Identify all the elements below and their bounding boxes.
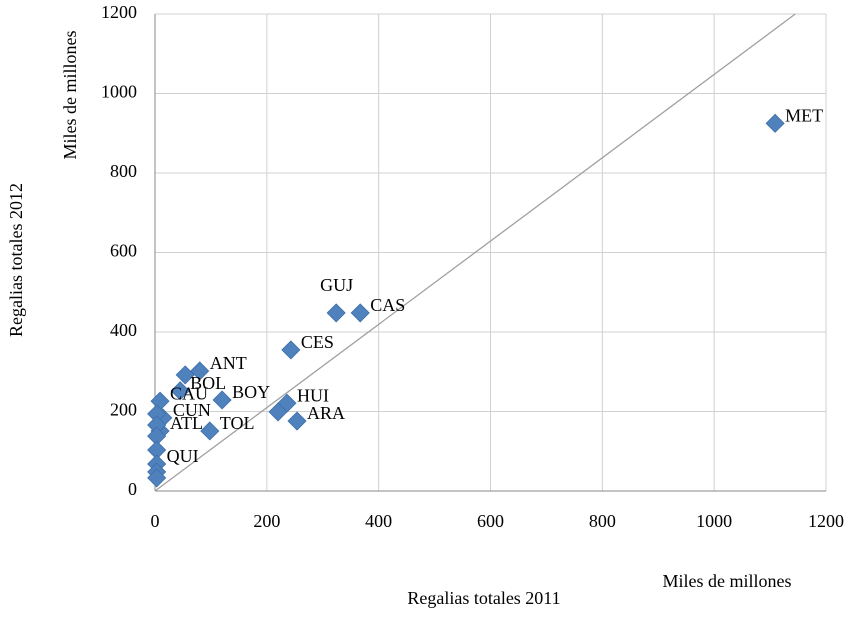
y-tick-label: 400 [110,320,137,340]
point-label: ANT [210,353,247,373]
point-label: QUI [167,446,199,466]
point-label: CES [301,332,334,352]
point-label: BOY [232,382,270,402]
x-tick-label: 600 [477,511,504,531]
point [350,303,370,323]
y-tick-label: 600 [110,241,137,261]
x-tick-label: 1200 [808,511,844,531]
point-label: ATL [170,413,203,433]
point [175,365,195,385]
x-tick-label: 800 [589,511,616,531]
point [765,113,785,133]
point-label: TOL [220,413,255,433]
y-tick-label: 1200 [101,2,137,22]
x-unit-label: Miles de millones [663,571,792,591]
y-tick-label: 1000 [101,82,137,102]
point [147,468,167,488]
x-tick-label: 0 [151,511,160,531]
point-label: HUI [297,385,329,405]
y-unit-label: Miles de millones [60,31,80,160]
x-tick-label: 200 [253,511,280,531]
point-label: MET [785,105,823,125]
point [287,411,307,431]
point [268,402,288,422]
point-label: BOL [190,373,226,393]
point-label: ARA [307,403,345,423]
point-label: CAS [370,295,405,315]
point [212,390,232,410]
x-tick-label: 1000 [696,511,732,531]
point-label: CAU [170,383,208,403]
y-tick-label: 800 [110,161,137,181]
point [326,303,346,323]
point [170,381,190,401]
x-tick-label: 400 [365,511,392,531]
reference-line [154,13,796,492]
point [281,340,301,360]
point-label: GUJ [320,275,353,295]
x-axis-title: Regalias totales 2011 [407,588,560,608]
point [190,361,210,381]
point [200,421,220,441]
point-label: CUN [173,400,211,420]
y-tick-label: 200 [110,400,137,420]
y-axis-title: Regalias totales 2012 [6,183,26,337]
y-tick-label: 0 [128,479,137,499]
